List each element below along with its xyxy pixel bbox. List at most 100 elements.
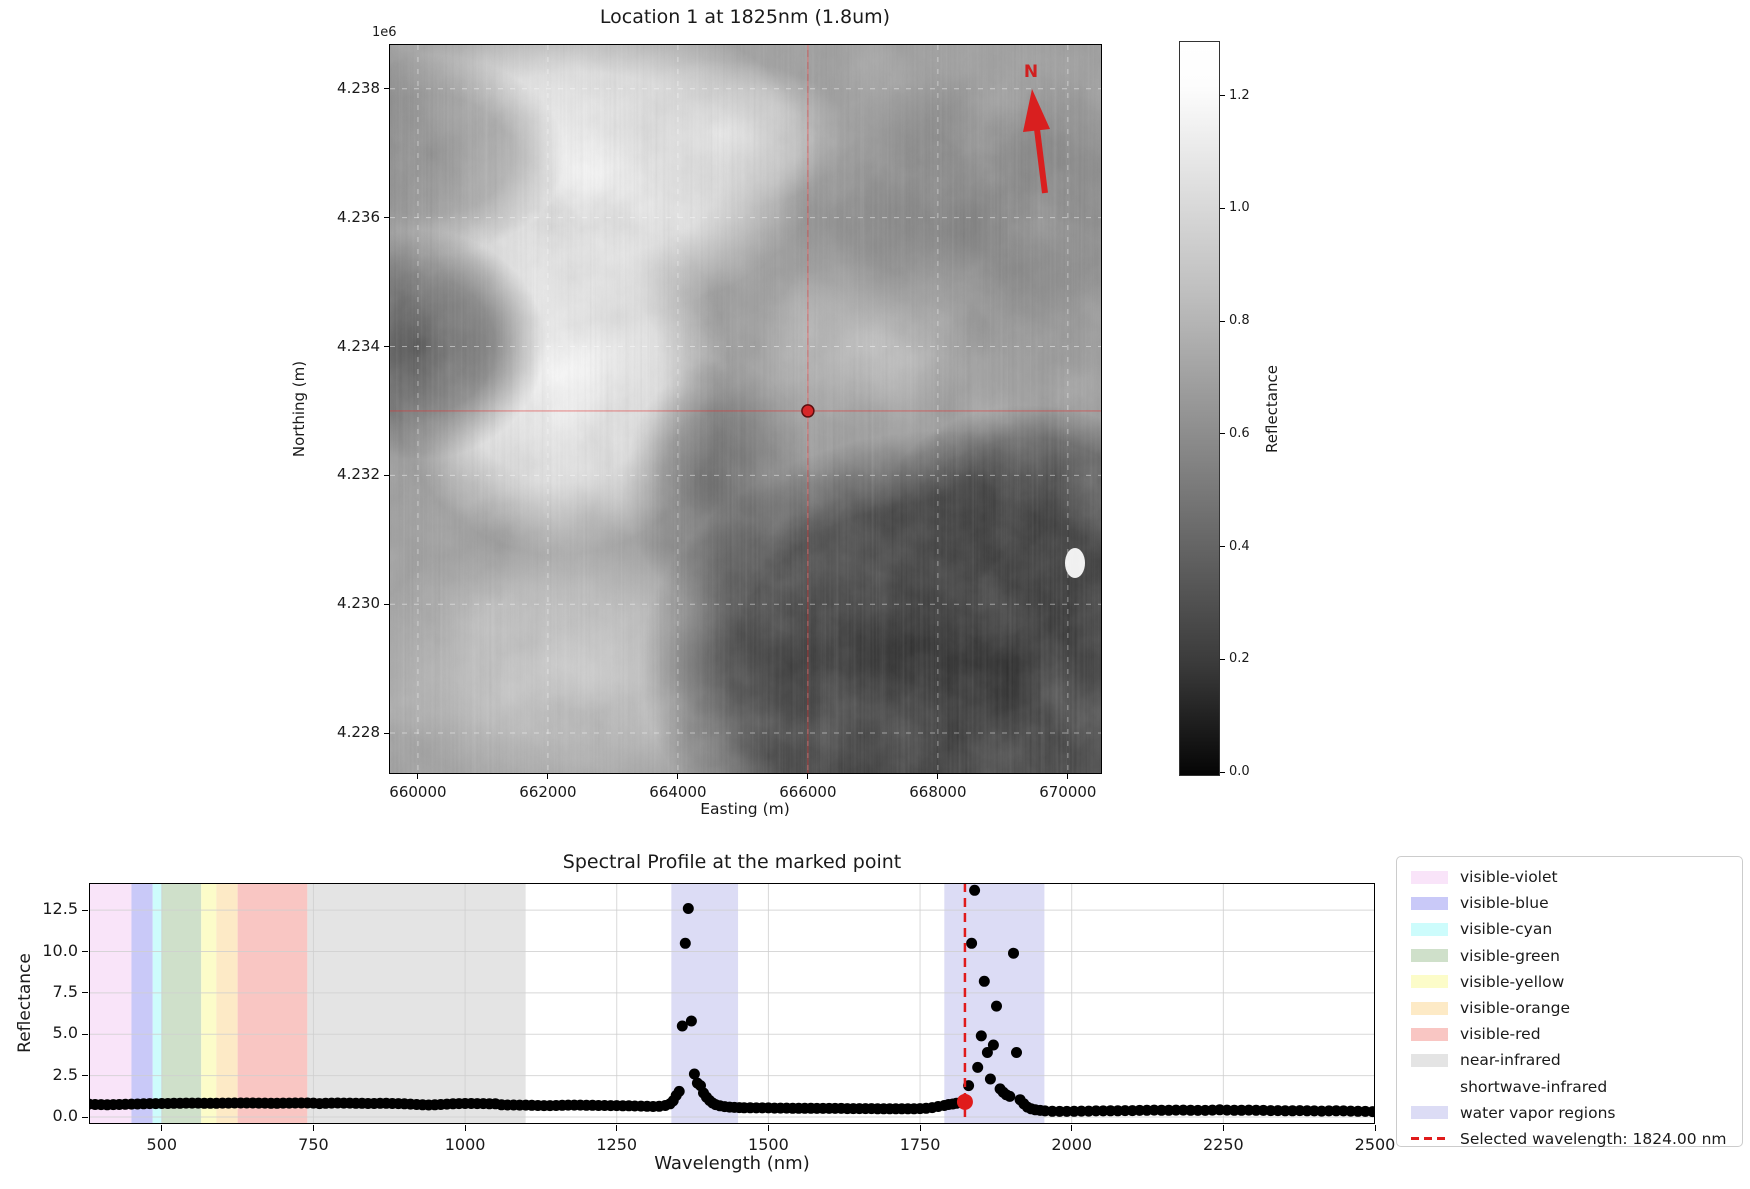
map-x-tickmark [937, 774, 939, 779]
map-x-tickmark [677, 774, 679, 779]
map-image[interactable]: N [295, 10, 1260, 900]
spectrum-plot[interactable] [83, 883, 1379, 1124]
map-x-tickmark [547, 774, 549, 779]
legend-color-swatch [1411, 1106, 1448, 1120]
marked-point-dot [801, 404, 815, 418]
legend-color-swatch [1411, 1027, 1448, 1041]
colorbar[interactable] [1179, 41, 1220, 776]
colorbar-tickmark [1220, 207, 1225, 209]
colorbar-tick-label: 1.0 [1229, 200, 1250, 216]
spectrum-x-tickmark [312, 1125, 314, 1131]
map-y-tickmark [384, 217, 389, 219]
legend-entry: visible-yellow [1397, 969, 1742, 995]
legend-color-swatch [1411, 975, 1448, 989]
spectrum-x-tick-label: 500 [146, 1135, 178, 1154]
legend-label: visible-green [1460, 946, 1560, 965]
spectrum-y-tick-label: 10.0 [42, 940, 78, 960]
legend-label: visible-yellow [1460, 972, 1565, 991]
north-label: N [1024, 62, 1038, 82]
map-y-tick-label: 4.228 [337, 723, 380, 742]
legend-entry: visible-green [1397, 943, 1742, 969]
legend-label: water vapor regions [1460, 1103, 1616, 1122]
map-x-tick-label: 668000 [909, 783, 967, 801]
spectrum-y-tick-label: 5.0 [52, 1023, 78, 1043]
colorbar-tick-label: 0.0 [1229, 764, 1250, 780]
colorbar-tickmark [1220, 433, 1225, 435]
legend-dashed-line-swatch [1411, 1137, 1448, 1141]
selected-wavelength-marker [956, 883, 973, 1124]
colorbar-tickmark [1220, 95, 1225, 97]
map-x-tickmark [417, 774, 419, 779]
legend-color-swatch [1411, 1001, 1448, 1015]
legend-entry: water vapor regions [1397, 1100, 1742, 1126]
map-terrain-image[interactable]: N [295, 10, 1260, 900]
map-x-tick-label: 670000 [1039, 783, 1097, 801]
spectrum-x-tick-label: 1500 [748, 1135, 789, 1154]
legend-label: shortwave-infrared [1460, 1077, 1608, 1096]
map-crosshair-overlay [390, 45, 1101, 773]
legend-entry: shortwave-infrared [1397, 1074, 1742, 1100]
map-gridlines [390, 45, 1101, 773]
spectrum-x-tick-label: 2000 [1051, 1135, 1093, 1154]
spectrum-plot-border [89, 883, 1375, 1124]
legend-entry: visible-violet [1397, 864, 1742, 890]
legend-color-swatch [1411, 922, 1448, 936]
legend-entry: visible-red [1397, 1021, 1742, 1047]
map-y-tick-label: 4.232 [337, 465, 380, 484]
legend-entry: near-infrared [1397, 1047, 1742, 1073]
spectrum-x-tickmark [767, 1125, 769, 1131]
legend-label: visible-blue [1460, 894, 1549, 913]
spectrum-y-tick-label: 2.5 [52, 1064, 78, 1084]
legend-label: near-infrared [1460, 1051, 1561, 1070]
spectrum-y-tickmark [82, 1116, 88, 1118]
spectrum-x-tick-label: 1250 [596, 1135, 638, 1154]
spectrum-y-tickmark [82, 909, 88, 911]
map-y-tick-label: 4.230 [337, 594, 380, 613]
legend-label: visible-cyan [1460, 920, 1553, 939]
map-x-tick-label: 662000 [519, 783, 577, 801]
colorbar-tickmark [1220, 658, 1225, 660]
spectrum-x-tickmark [1071, 1125, 1073, 1131]
map-y-tickmark [384, 474, 389, 476]
legend-color-swatch [1411, 1080, 1448, 1094]
spectrum-y-tickmark [82, 1075, 88, 1077]
legend-label: Selected wavelength: 1824.00 nm [1460, 1129, 1727, 1148]
spectrum-y-tickmark [82, 951, 88, 953]
legend-entry: visible-blue [1397, 890, 1742, 916]
colorbar-tickmark [1220, 320, 1225, 322]
spectrum-x-tick-label: 1000 [444, 1135, 486, 1154]
band-visible-orange [216, 883, 238, 1124]
colorbar-tick-label: 0.2 [1229, 651, 1250, 667]
band-visible-red [237, 883, 308, 1124]
spectrum-x-tick-label: 750 [298, 1135, 329, 1154]
map-xlabel: Easting (m) [700, 800, 790, 818]
colorbar-tick-label: 0.4 [1229, 538, 1250, 554]
spectrum-data-points [83, 884, 1379, 1118]
map-y-tickmark [384, 732, 389, 734]
band-visible-green [161, 883, 202, 1124]
spectrum-xlabel: Wavelength (nm) [654, 1153, 810, 1174]
spectrum-x-tickmark [919, 1125, 921, 1131]
spectrum-x-tick-label: 2250 [1202, 1135, 1244, 1154]
band-visible-violet [89, 883, 132, 1124]
map-y-tickmark [384, 88, 389, 90]
spectral-bands [89, 883, 1375, 1124]
legend-color-swatch [1411, 896, 1448, 910]
map-y-tick-label: 4.236 [337, 207, 380, 226]
band-visible-cyan [152, 883, 162, 1124]
map-x-tick-label: 666000 [779, 783, 837, 801]
colorbar-tickmark [1220, 771, 1225, 773]
selected-point-dot [956, 1093, 973, 1110]
band-visible-blue [131, 883, 153, 1124]
legend-entry: visible-cyan [1397, 916, 1742, 942]
legend-color-swatch [1411, 870, 1448, 884]
legend-color-swatch [1411, 1053, 1448, 1067]
colorbar-tick-label: 1.2 [1229, 87, 1250, 103]
spectrum-title: Spectral Profile at the marked point [562, 851, 902, 873]
spectrum-x-tickmark [464, 1125, 466, 1131]
colorbar-label: Reflectance [1263, 365, 1281, 453]
spectrum-legend[interactable]: visible-violet visible-blue visible-cyan vi… [1396, 856, 1743, 1148]
map-offset-label: 1e6 [372, 25, 397, 40]
legend-label: visible-violet [1460, 868, 1558, 887]
